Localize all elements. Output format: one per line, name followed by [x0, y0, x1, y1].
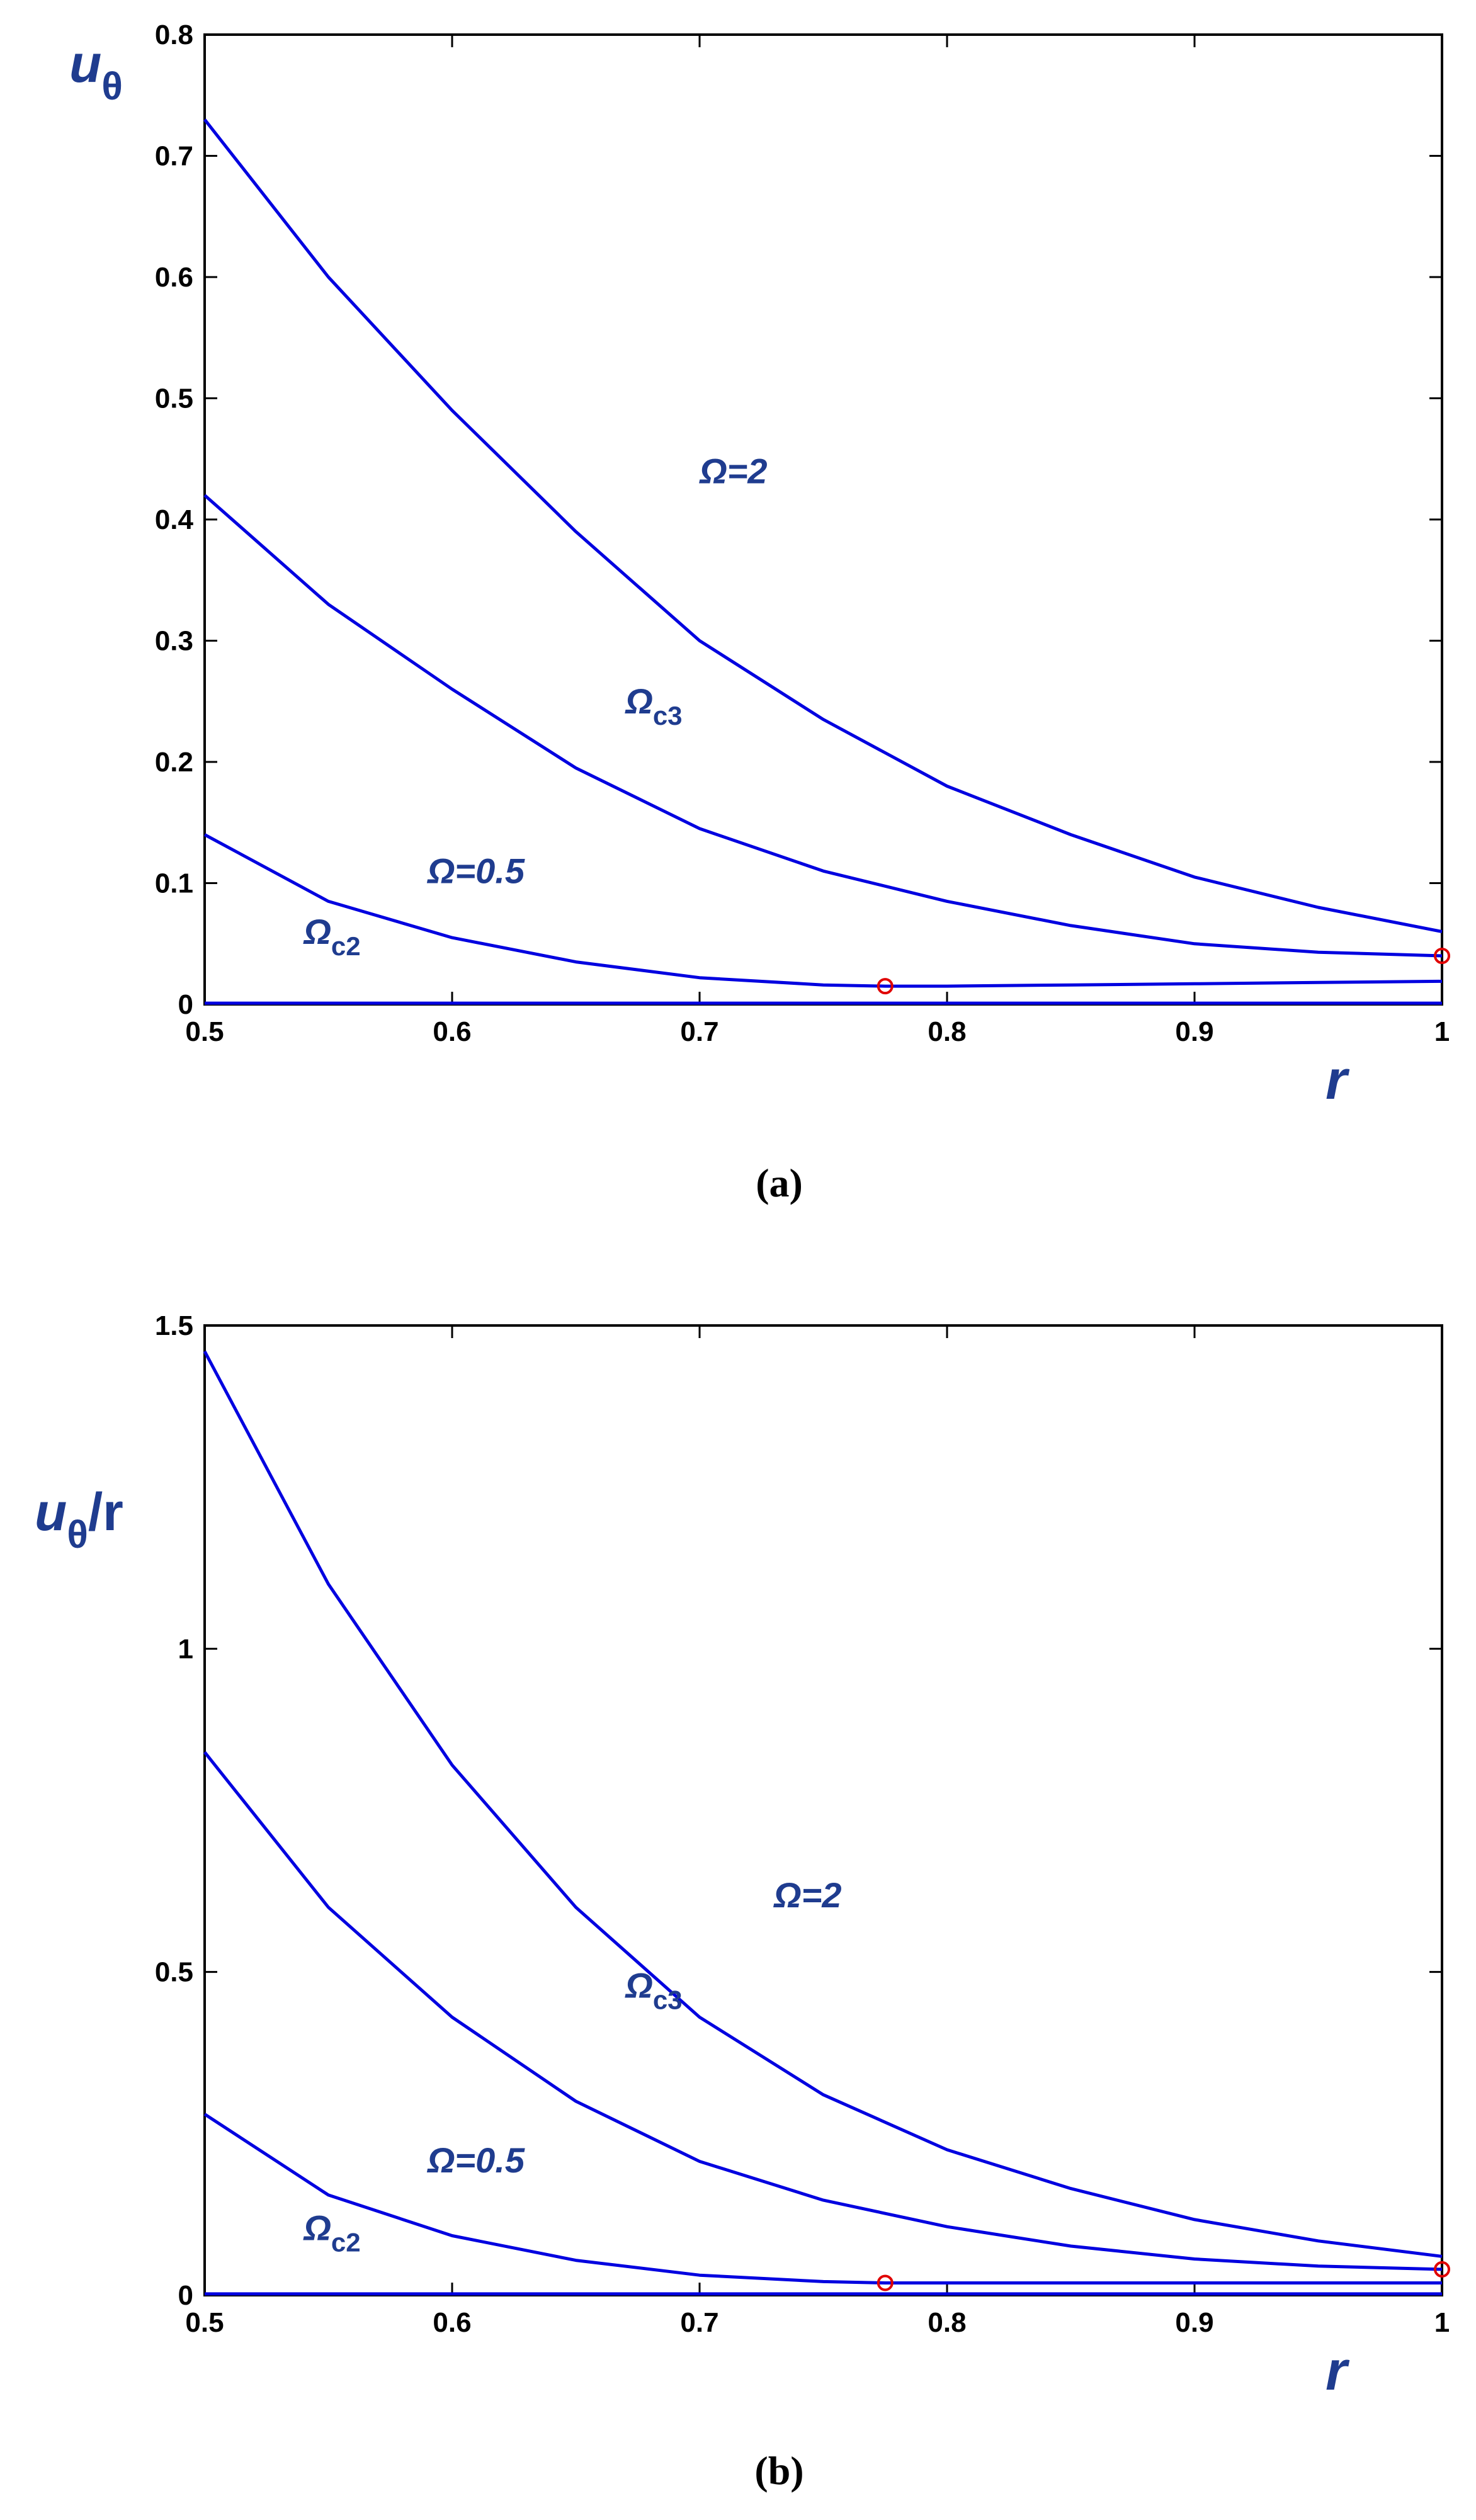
critical-point-marker [877, 978, 894, 995]
curve-label-2: Ω=2 [773, 1875, 842, 1915]
curve-label-c2: Ωc2 [303, 2208, 360, 2257]
x-tick-label: 0.7 [680, 1016, 718, 1047]
x-axis-label: r [1326, 2339, 1350, 2402]
x-tick-label: 0.5 [185, 1016, 224, 1047]
x-axis-label: r [1326, 1048, 1350, 1111]
critical-point-marker [1434, 948, 1450, 964]
curve-label-c3: Ωc3 [625, 681, 682, 730]
x-tick-label: 0.6 [433, 1016, 471, 1047]
curve-label-0-5: Ω=0.5 [427, 2140, 525, 2180]
x-tick-label: 0.5 [185, 2307, 224, 2338]
series-line-c3 [203, 494, 1443, 958]
y-tick-label: 0.4 [155, 504, 194, 535]
y-tick-label: 0.8 [155, 20, 193, 50]
series-line-c3 [203, 1751, 1443, 2271]
panel-b: 0.5 0.6 0.7 0.8 0.9 100.511.5Ω=2Ωc3Ω=0.5Ωc2uθ… [35, 1310, 1450, 2493]
plot-frame [203, 33, 1443, 1006]
y-axis-label: uθ/r [35, 1482, 123, 1557]
y-tick-label: 0.1 [155, 868, 193, 899]
curve-label-0-5: Ω=0.5 [427, 851, 525, 891]
x-tick-label: 0.9 [1175, 2307, 1213, 2338]
x-tick-label: 0.8 [928, 2307, 966, 2338]
curve-label-2: Ω=2 [699, 451, 768, 491]
critical-point-marker [877, 2274, 894, 2291]
curve-label-c2: Ωc2 [303, 912, 360, 961]
y-tick-label: 0.2 [155, 747, 193, 778]
panel-caption: (a) [756, 1161, 803, 1205]
y-tick-label: 0 [178, 2280, 193, 2311]
y-tick-label: 0.6 [155, 262, 193, 293]
y-axis-label: uθ [69, 34, 123, 108]
y-tick-label: 1 [178, 1633, 193, 1664]
series-line-2 [203, 118, 1443, 933]
y-tick-label: 0 [178, 989, 193, 1020]
plot-frame [203, 1324, 1443, 2296]
panel-a: 0.5 0.6 0.7 0.8 0.9 1 0 0.1 0.2 0.3 0.4 0.5 0.6 0.7 0.… [69, 20, 1450, 1205]
curve-label-c3: Ωc3 [625, 1966, 682, 2015]
y-tick-label: 0.5 [155, 383, 193, 414]
panel-caption: (b) [754, 2448, 803, 2493]
y-tick-label: 0.3 [155, 626, 193, 657]
series-line-0-5 [203, 833, 1443, 988]
x-tick-label: 0.8 [928, 1016, 966, 1047]
x-tick-label: 1 [1434, 2307, 1450, 2338]
x-tick-label: 0.9 [1175, 1016, 1213, 1047]
x-tick-label: 1 [1434, 1016, 1450, 1047]
x-tick-label: 0.7 [680, 2307, 718, 2338]
y-tick-label: 0.7 [155, 141, 193, 172]
x-tick-label: 0.6 [433, 2307, 471, 2338]
y-tick-label: 1.5 [155, 1310, 193, 1341]
y-tick-label: 0.5 [155, 1957, 193, 1988]
series-line-2 [203, 1350, 1443, 2258]
series-line-0-5 [203, 2113, 1442, 2284]
critical-point-marker [1434, 2261, 1450, 2278]
